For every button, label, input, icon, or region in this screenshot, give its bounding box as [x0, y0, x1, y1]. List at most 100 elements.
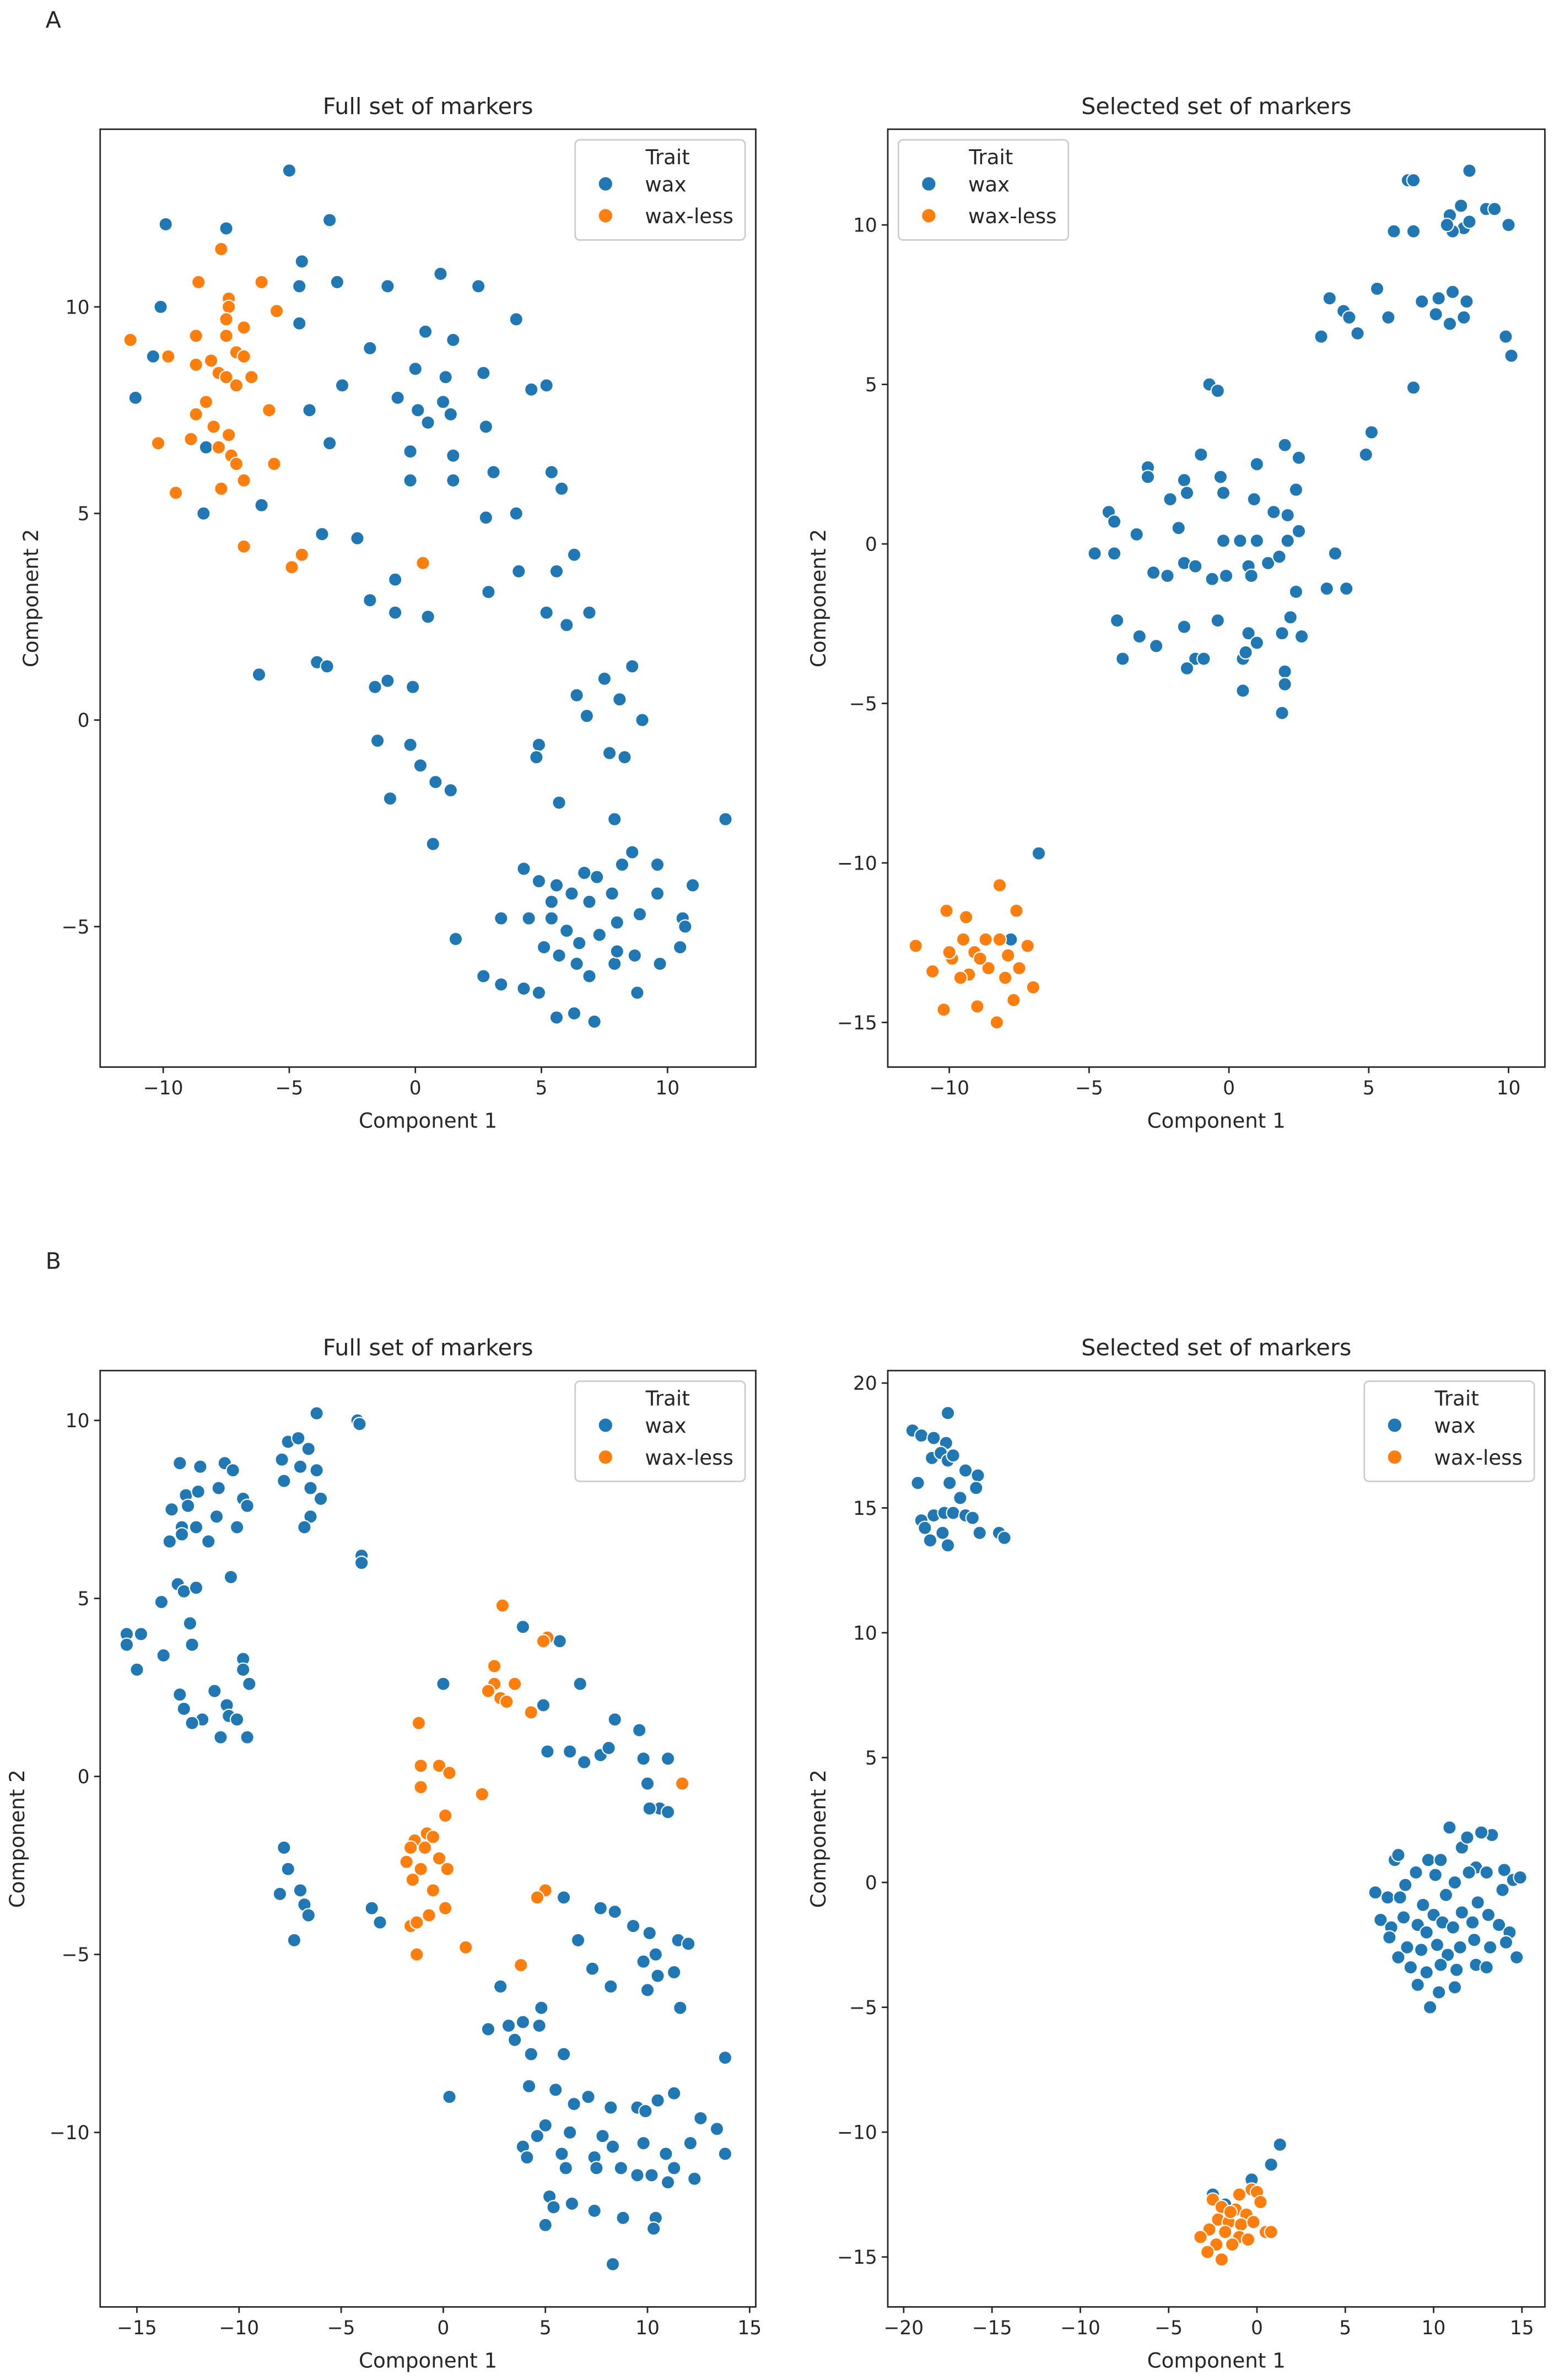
- legend-box: [1363, 1380, 1535, 1482]
- data-point-wax: [540, 1744, 555, 1759]
- data-point-wax: [1414, 294, 1429, 309]
- y-tick-label: −5: [62, 1944, 90, 1966]
- data-point-wax: [538, 2118, 553, 2133]
- data-point-wax-less: [495, 1598, 510, 1613]
- legend-entry-wax: wax: [968, 172, 1010, 196]
- data-point-wax-less: [438, 1901, 453, 1915]
- data-point-wax: [554, 2146, 569, 2161]
- data-point-wax: [593, 1901, 608, 1915]
- x-tick-label: 0: [437, 2317, 449, 2339]
- data-point-wax: [1513, 1870, 1528, 1885]
- data-point-wax-less: [524, 1705, 538, 1720]
- data-point-wax: [685, 878, 700, 893]
- data-point-wax-less: [530, 1890, 545, 1905]
- data-point-wax: [687, 2171, 702, 2187]
- x-tick-label: −5: [276, 1077, 304, 1099]
- series-wax-less: [1193, 2182, 1278, 2267]
- data-point-wax-less: [953, 970, 968, 985]
- legend-marker-wax: [597, 176, 614, 192]
- data-point-wax-less: [992, 932, 1007, 947]
- data-point-wax: [642, 1801, 657, 1816]
- data-point-wax-less: [168, 485, 184, 500]
- data-point-wax-less: [267, 456, 282, 472]
- data-point-wax: [1115, 651, 1130, 666]
- data-point-wax: [1470, 1895, 1485, 1910]
- data-point-wax: [1433, 1957, 1448, 1972]
- panel-label-a: A: [46, 7, 61, 33]
- data-point-wax: [1177, 619, 1192, 634]
- data-point-wax: [970, 1468, 985, 1483]
- plot-frame: [99, 1369, 757, 2308]
- data-point-wax: [301, 1442, 316, 1456]
- data-point-wax: [219, 221, 234, 236]
- x-tick-label: −10: [1060, 2317, 1100, 2339]
- data-point-wax-less: [487, 1659, 502, 1674]
- data-point-wax: [363, 341, 377, 356]
- data-point-wax: [602, 746, 617, 760]
- plots: Full set of markers −10 −5 0 5 10 −5 0 5 10 Compon…: [5, 93, 1546, 2373]
- data-point-wax: [1277, 438, 1292, 452]
- data-point-wax-less: [440, 1861, 455, 1876]
- y-tick-label: −10: [837, 2122, 877, 2144]
- data-point-wax: [1283, 609, 1298, 625]
- data-point-wax-less: [236, 539, 251, 554]
- data-point-wax: [476, 969, 491, 984]
- data-point-wax: [1447, 1875, 1463, 1890]
- data-point-wax: [176, 1701, 191, 1717]
- legend-marker-wax-less: [921, 208, 937, 224]
- data-point-wax: [408, 361, 423, 376]
- data-point-wax: [573, 1676, 587, 1691]
- data-point-wax: [605, 2139, 620, 2154]
- data-point-wax-less: [474, 1787, 490, 1802]
- y-tick-label: −10: [837, 852, 877, 875]
- data-point-wax: [1107, 546, 1122, 561]
- data-point-wax: [1216, 533, 1231, 548]
- data-point-wax: [1382, 1930, 1397, 1945]
- data-point-wax: [274, 1452, 289, 1467]
- data-point-wax: [242, 1676, 257, 1691]
- data-point-wax: [133, 1627, 149, 1642]
- data-point-wax-less: [405, 1872, 420, 1887]
- data-point-wax: [322, 436, 337, 451]
- y-tick-label: −15: [837, 2247, 877, 2269]
- data-point-wax: [182, 1616, 198, 1631]
- data-point-wax: [1474, 1825, 1489, 1840]
- data-point-wax: [997, 1530, 1012, 1546]
- data-point-wax: [709, 2122, 725, 2136]
- data-point-wax: [544, 911, 559, 926]
- data-point-wax: [446, 473, 461, 488]
- data-point-wax: [511, 564, 526, 579]
- data-point-wax: [605, 2257, 620, 2272]
- data-point-wax: [1498, 1935, 1514, 1950]
- y-tick-label: 20: [853, 1373, 877, 1395]
- legend-entry-wax-less: wax-less: [645, 204, 733, 228]
- data-point-wax: [666, 2086, 682, 2101]
- data-point-wax: [940, 1538, 956, 1553]
- data-point-wax-less: [425, 1829, 441, 1844]
- data-point-wax: [652, 956, 667, 972]
- data-point-wax: [566, 547, 582, 562]
- data-point-wax: [128, 390, 143, 406]
- data-point-wax: [188, 1520, 204, 1535]
- series-wax-less: [908, 878, 1041, 1030]
- scatter-plot-1: Full set of markers −10 −5 0 5 10 −5 0 5 10 Compon…: [19, 93, 757, 1133]
- x-tick-label: 5: [536, 1077, 548, 1099]
- legend-entry-wax: wax: [1434, 1413, 1475, 1438]
- y-tick-label: −5: [849, 693, 877, 715]
- data-point-wax: [334, 378, 350, 393]
- data-point-wax: [1422, 2000, 1438, 2015]
- data-point-wax: [717, 2050, 733, 2065]
- data-point-wax: [1339, 581, 1354, 596]
- data-point-wax: [1460, 1830, 1475, 1845]
- data-point-wax: [1456, 310, 1471, 325]
- data-point-wax: [1428, 307, 1443, 322]
- data-point-wax: [549, 878, 564, 893]
- data-point-wax: [174, 1527, 190, 1542]
- data-point-wax: [172, 1687, 187, 1702]
- y-axis-label: Component 2: [5, 1769, 29, 1908]
- data-point-wax: [597, 671, 612, 686]
- data-point-wax-less: [294, 547, 310, 562]
- data-point-wax: [516, 861, 531, 876]
- data-point-wax: [524, 2047, 538, 2061]
